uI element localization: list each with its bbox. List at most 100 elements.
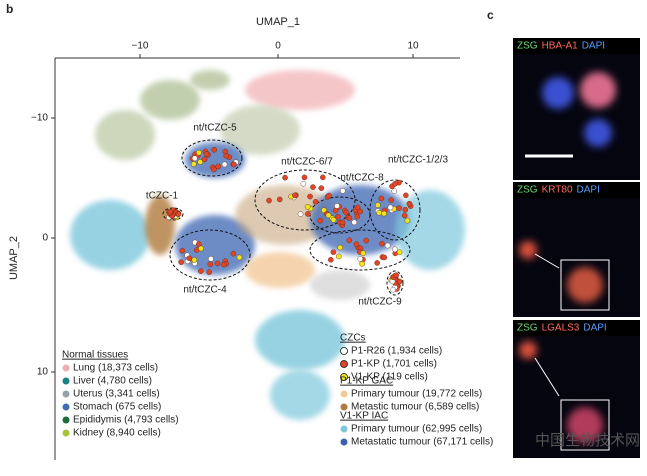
legend-label: Lung (18,373 cells)	[73, 363, 158, 374]
czc-dot	[346, 215, 353, 221]
x-tick-label: 10	[407, 41, 419, 52]
czc-dot	[292, 192, 298, 199]
czc-dot	[353, 241, 360, 247]
legend-label: Primary tumour (19,772 cells)	[351, 389, 482, 400]
czc-dot	[214, 260, 221, 267]
czc-dot	[186, 255, 193, 262]
czc-dot	[304, 204, 311, 210]
stain-label: DAPI	[582, 41, 605, 52]
czc-dot	[179, 247, 186, 254]
panel-label: c	[487, 8, 494, 22]
czc-dot	[381, 254, 388, 261]
legend-marker	[62, 416, 70, 424]
czc-dots	[166, 146, 414, 293]
umap-cloud	[70, 70, 465, 420]
czc-dot	[403, 192, 409, 199]
czc-dot	[343, 209, 350, 216]
czc-dot	[396, 249, 403, 256]
legend-marker	[62, 390, 70, 398]
czc-dot	[392, 246, 398, 253]
czc-dot	[391, 188, 398, 194]
czc-dot	[197, 159, 204, 165]
legend-label: P1-R26 (1,934 cells)	[351, 346, 442, 357]
czc-dot	[191, 155, 198, 162]
czc-dot	[300, 180, 307, 187]
czc-dot	[301, 174, 308, 181]
czc-dot	[335, 253, 342, 260]
czc-dot	[310, 184, 316, 190]
czc-dot	[328, 256, 334, 263]
legend-label: Uterus (3,341 cells)	[73, 389, 160, 400]
cluster-label: tCZC-1	[146, 191, 179, 202]
czc-dot	[375, 202, 381, 208]
czc-dot	[326, 192, 332, 199]
czc-dot	[402, 206, 409, 213]
czc-dot	[325, 212, 332, 219]
cell	[580, 72, 616, 108]
czc-dot	[236, 254, 243, 261]
czc-dot	[191, 257, 198, 263]
y-axis-title: UMAP_2	[8, 236, 20, 280]
czc-dot	[305, 211, 311, 217]
legend-marker	[62, 403, 70, 411]
cell	[519, 241, 537, 259]
inset	[560, 399, 610, 451]
stain-label: HBA-A1	[542, 41, 579, 52]
cell	[567, 407, 603, 443]
cell	[542, 77, 574, 109]
czc-dot	[297, 211, 304, 217]
cell	[519, 341, 537, 359]
legend-label: Primary tumour (62,995 cells)	[351, 424, 482, 435]
czc-dot	[339, 188, 346, 194]
czc-dot	[318, 185, 325, 191]
cluster-label: nt/tCZC-4	[183, 285, 227, 296]
legend-marker	[340, 347, 348, 355]
inset	[560, 259, 610, 311]
czc-dot	[223, 152, 230, 159]
czc-dot	[357, 208, 364, 215]
czc-dot	[396, 205, 402, 211]
watermark: 中国生物技术网	[535, 432, 640, 449]
legend-title: P1-KP GAC	[340, 376, 393, 387]
y-tick-label: −10	[31, 113, 48, 124]
legend-marker	[62, 377, 70, 385]
x-axis-title: UMAP_1	[256, 16, 300, 28]
micrograph	[513, 38, 640, 180]
cell	[567, 267, 603, 303]
cluster-label: nt/tCZC-5	[193, 123, 237, 134]
czc-dot	[211, 146, 218, 153]
stain-label: DAPI	[583, 323, 606, 334]
label-bar	[513, 320, 640, 336]
czc-dot	[266, 197, 272, 204]
czc-dot	[196, 149, 202, 156]
stain-label: LGALS3	[542, 323, 580, 334]
czc-dot	[330, 249, 337, 255]
czc-dot	[206, 269, 212, 275]
legend-label: Kidney (8,940 cells)	[73, 428, 161, 439]
legend-marker	[340, 425, 348, 433]
czc-dot	[363, 237, 370, 244]
czc-dot	[376, 209, 382, 216]
x-tick-label: 0	[275, 41, 281, 52]
legend-marker	[340, 438, 348, 446]
y-tick-label: 0	[42, 233, 48, 244]
czc-dot	[387, 204, 394, 211]
czc-dot	[175, 211, 182, 217]
y-tick-label: 10	[37, 367, 49, 378]
czc-dot	[379, 240, 385, 247]
czc-dot	[406, 201, 413, 207]
czc-dot	[215, 163, 222, 170]
stain-label: ZSG	[517, 323, 538, 334]
arrow	[534, 357, 560, 397]
czc-dot	[230, 250, 237, 257]
legend-marker	[340, 390, 348, 398]
czc-dot	[208, 256, 214, 262]
czc-dot	[351, 219, 358, 226]
czc-dot	[312, 198, 319, 205]
label-bar	[513, 182, 640, 198]
czc-dot	[360, 250, 366, 256]
czc-dot	[357, 256, 364, 262]
czc-dot	[392, 180, 398, 187]
legend-label: Stomach (675 cells)	[73, 402, 161, 413]
